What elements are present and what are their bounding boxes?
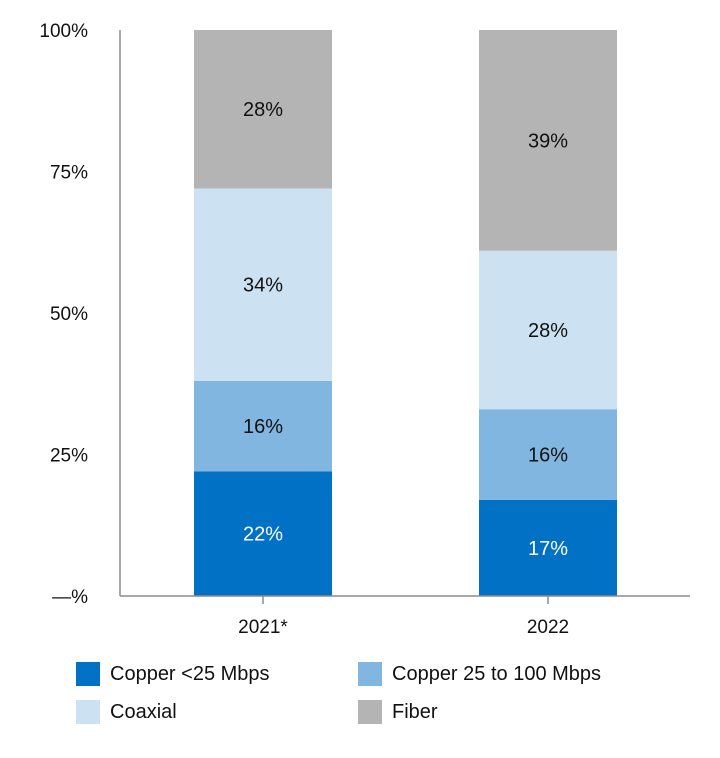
y-tick-label: 50%: [50, 304, 88, 325]
legend: Copper <25 Mbps Copper 25 to 100 Mbps Co…: [76, 662, 716, 724]
bar-data-label: 22%: [243, 524, 283, 546]
legend-item-coaxial: Coaxial: [76, 700, 358, 724]
y-tick-label: —%: [52, 587, 88, 608]
legend-label: Copper 25 to 100 Mbps: [392, 662, 602, 685]
x-tick-label: 2021*: [238, 617, 288, 638]
bar-data-label: 16%: [528, 445, 568, 467]
legend-swatch: [76, 700, 100, 724]
legend-label: Copper <25 Mbps: [110, 662, 270, 685]
legend-swatch: [358, 700, 382, 724]
x-axis-ticks: 2021* 2022: [238, 596, 569, 638]
bar-data-label: 34%: [243, 275, 283, 297]
bar-data-label: 17%: [528, 538, 568, 560]
bar-data-label: 28%: [528, 320, 568, 342]
y-tick-label: 75%: [50, 163, 88, 184]
y-axis-ticks: —% 25% 50% 75% 100%: [39, 21, 88, 608]
bar-segment: [479, 250, 617, 410]
y-tick-label: 100%: [39, 21, 88, 42]
legend-item-copper-25-to-100: Copper 25 to 100 Mbps: [358, 662, 688, 686]
stacked-bar-chart: —% 25% 50% 75% 100% 22% 16% 34% 28% 17% 16% 28% 39%…: [39, 21, 690, 638]
legend-item-fiber: Fiber: [358, 700, 688, 724]
y-tick-label: 25%: [50, 446, 88, 467]
legend-swatch: [76, 662, 100, 686]
bar-segment: [194, 30, 332, 189]
bar-data-label: 28%: [243, 99, 283, 121]
legend-label: Fiber: [392, 700, 438, 723]
bar-segment: [194, 471, 332, 596]
legend-item-copper-under-25: Copper <25 Mbps: [76, 662, 358, 686]
bars: 22% 16% 34% 28% 17% 16% 28% 39%: [194, 30, 617, 596]
legend-swatch: [358, 662, 382, 686]
bar-segment: [479, 499, 617, 596]
bar-segment: [479, 30, 617, 251]
legend-label: Coaxial: [110, 700, 177, 723]
bar-segment: [194, 188, 332, 381]
bar-segment: [479, 409, 617, 500]
bar-data-label: 16%: [243, 416, 283, 438]
bar-data-label: 39%: [528, 130, 568, 152]
x-tick-label: 2022: [527, 617, 569, 638]
bar-segment: [194, 380, 332, 472]
